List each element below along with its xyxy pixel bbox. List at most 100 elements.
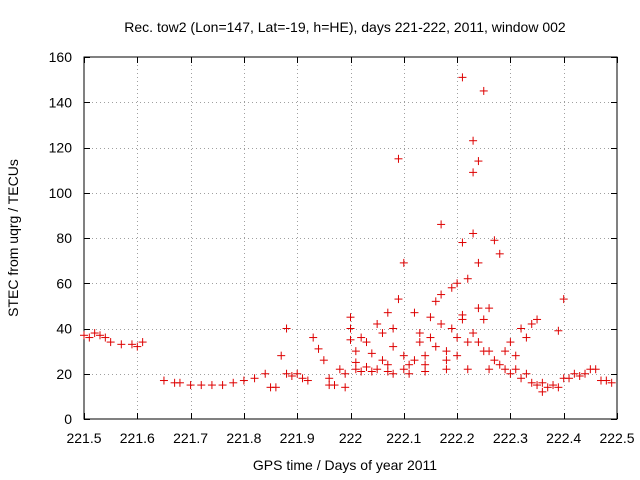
- data-point: [527, 319, 536, 328]
- data-point: [442, 365, 451, 374]
- data-point: [474, 338, 483, 347]
- data-point: [95, 331, 104, 340]
- y-axis-label: STEC from uqrg / TECUs: [5, 159, 21, 317]
- data-point: [495, 249, 504, 258]
- data-point: [479, 86, 488, 95]
- x-axis-label: GPS time / Days of year 2011: [253, 457, 437, 473]
- data-point: [80, 331, 88, 340]
- data-point: [527, 378, 536, 387]
- data-point: [474, 157, 483, 166]
- y-tick-label: 60: [56, 275, 72, 291]
- y-tick-labels: 0 20 40 60 80 100 120 140 160: [49, 49, 73, 427]
- data-point: [538, 387, 547, 396]
- data-point: [389, 369, 398, 378]
- data-point: [341, 369, 350, 378]
- y-tick-label: 120: [49, 140, 73, 156]
- data-point: [442, 356, 451, 365]
- data-point: [282, 369, 291, 378]
- y-tick-label: 40: [56, 321, 72, 337]
- data-point: [447, 283, 456, 292]
- data-point: [90, 329, 99, 338]
- data-point: [239, 376, 248, 385]
- data-point: [373, 365, 382, 374]
- data-point: [415, 338, 424, 347]
- x-tick-label: 221.6: [120, 430, 155, 446]
- data-point: [383, 308, 392, 317]
- data-point: [421, 360, 430, 369]
- data-point: [490, 356, 499, 365]
- data-point: [565, 374, 574, 383]
- data-point: [469, 168, 478, 177]
- x-tick-label: 221.8: [226, 430, 261, 446]
- data-point: [101, 333, 110, 342]
- y-tick-label: 140: [49, 94, 73, 110]
- data-point: [458, 310, 467, 319]
- data-point: [559, 295, 568, 304]
- data-point: [511, 351, 520, 360]
- data-point: [106, 338, 115, 347]
- x-tick-label: 221.7: [173, 430, 208, 446]
- data-point: [453, 279, 462, 288]
- data-point: [282, 324, 291, 333]
- data-point: [351, 365, 360, 374]
- data-point: [463, 365, 472, 374]
- data-point: [575, 372, 584, 381]
- data-point: [431, 342, 440, 351]
- data-point: [437, 220, 446, 229]
- data-point: [463, 338, 472, 347]
- data-point: [607, 378, 616, 387]
- data-point: [277, 351, 286, 360]
- data-point: [303, 376, 312, 385]
- data-point: [362, 362, 371, 371]
- data-point: [394, 295, 403, 304]
- data-point: [389, 324, 398, 333]
- data-point: [447, 324, 456, 333]
- data-point: [442, 347, 451, 356]
- data-point: [117, 340, 126, 349]
- data-point: [426, 313, 435, 322]
- data-point: [341, 383, 350, 392]
- data-point: [159, 376, 168, 385]
- plot-frame: [83, 56, 618, 420]
- data-point: [207, 381, 216, 390]
- y-tick-label: 100: [49, 185, 73, 201]
- data-point: [133, 342, 142, 351]
- data-point: [367, 367, 376, 376]
- x-tick-label: 222.3: [493, 430, 528, 446]
- data-point: [298, 374, 307, 383]
- data-point: [463, 274, 472, 283]
- y-tick-label: 160: [49, 49, 73, 65]
- data-point: [378, 329, 387, 338]
- data-point: [421, 367, 430, 376]
- x-tick-label: 222.1: [386, 430, 421, 446]
- data-point: [309, 333, 318, 342]
- grid-lines: [84, 57, 617, 419]
- data-point: [554, 383, 563, 392]
- data-point: [517, 324, 526, 333]
- data-point: [405, 360, 414, 369]
- data-point: [570, 369, 579, 378]
- data-point: [490, 236, 499, 245]
- data-point: [543, 383, 552, 392]
- data-point: [501, 365, 510, 374]
- data-point: [485, 304, 494, 313]
- data-point: [271, 383, 280, 392]
- data-point: [506, 369, 515, 378]
- data-point: [533, 381, 542, 390]
- data-point: [197, 381, 206, 390]
- data-point: [378, 356, 387, 365]
- data-point: [250, 374, 259, 383]
- data-point: [373, 319, 382, 328]
- data-point: [383, 367, 392, 376]
- y-tick-label: 0: [64, 411, 72, 427]
- data-point: [351, 347, 360, 356]
- data-point: [367, 349, 376, 358]
- data-point: [351, 358, 360, 367]
- data-point: [405, 369, 414, 378]
- data-point: [362, 338, 371, 347]
- data-point: [495, 360, 504, 369]
- data-point: [383, 360, 392, 369]
- x-tick-label: 222.5: [599, 430, 634, 446]
- data-point: [437, 319, 446, 328]
